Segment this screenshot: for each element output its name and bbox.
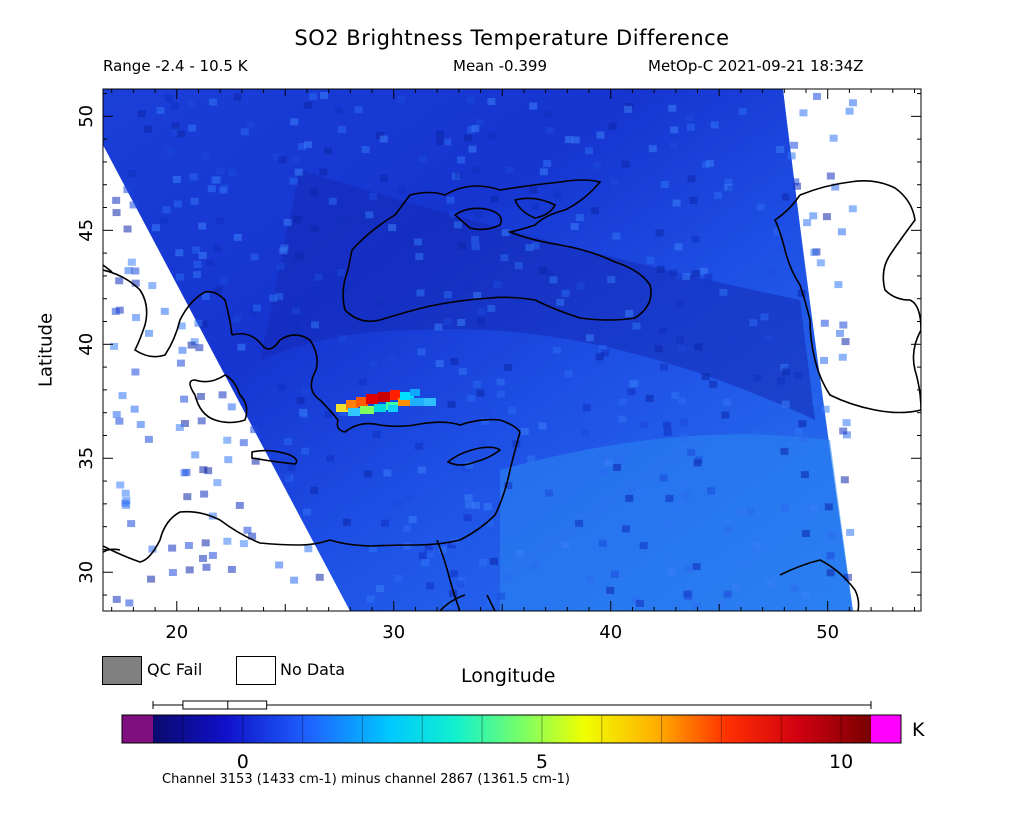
data-swath bbox=[103, 89, 857, 611]
lat-tick-label: 45 bbox=[76, 219, 97, 242]
black-sea-coast bbox=[342, 179, 652, 323]
so2-plume bbox=[336, 389, 436, 416]
axis-ticks bbox=[103, 89, 921, 611]
swath-pixels bbox=[110, 92, 857, 610]
colorbar-gradient bbox=[153, 715, 871, 743]
greece bbox=[103, 269, 248, 424]
colorbar bbox=[121, 714, 902, 744]
turkey-south-coast bbox=[329, 431, 521, 547]
italy-tip bbox=[103, 264, 121, 553]
channel-caption: Channel 3153 (1433 cm-1) minus channel 2… bbox=[162, 772, 570, 787]
no-data-label: No Data bbox=[280, 660, 346, 679]
chart-title: SO2 Brightness Temperature Difference bbox=[294, 26, 730, 50]
azov-sea bbox=[513, 197, 557, 219]
colorbar-boxplot bbox=[152, 700, 872, 710]
lon-tick-label: 40 bbox=[599, 622, 622, 643]
nile bbox=[436, 539, 461, 611]
lon-tick-label: 20 bbox=[165, 622, 188, 643]
colorbar-tick-label: 10 bbox=[828, 751, 854, 773]
swath-light-south bbox=[500, 434, 853, 611]
qc-fail-label: QC Fail bbox=[147, 660, 203, 679]
lon-tick-label: 30 bbox=[382, 622, 405, 643]
colorbar-unit: K bbox=[912, 719, 925, 741]
lat-tick-label: 35 bbox=[76, 447, 97, 470]
colorbar-tick-marks bbox=[182, 715, 842, 743]
x-axis-label: Longitude bbox=[461, 665, 556, 687]
crimea bbox=[453, 207, 503, 231]
no-data-swatch bbox=[236, 656, 276, 685]
y-axis-label: Latitude bbox=[35, 312, 57, 388]
coastlines bbox=[103, 179, 921, 611]
persian-gulf bbox=[779, 559, 860, 611]
map-frame bbox=[102, 88, 922, 612]
red-sea-west bbox=[486, 594, 496, 611]
lon-tick-label: 50 bbox=[816, 622, 839, 643]
colorbar-overflow bbox=[871, 715, 901, 743]
swath-dark-band bbox=[260, 170, 815, 420]
lat-tick-label: 30 bbox=[76, 561, 97, 584]
lat-tick-label: 50 bbox=[76, 105, 97, 128]
egypt-coast bbox=[103, 510, 331, 563]
cyprus bbox=[446, 446, 502, 466]
colorbar-tick-label: 5 bbox=[535, 751, 548, 773]
mean-text: Mean -0.399 bbox=[453, 57, 547, 75]
satellite-time-text: MetOp-C 2021-09-21 18:34Z bbox=[648, 57, 864, 75]
qc-fail-swatch bbox=[102, 656, 142, 685]
crete bbox=[251, 449, 298, 465]
colorbar-tick-label: 0 bbox=[236, 751, 249, 773]
range-text: Range -2.4 - 10.5 K bbox=[103, 57, 248, 75]
aegean-coast bbox=[231, 332, 521, 433]
arabia-coast bbox=[439, 594, 466, 611]
lat-tick-label: 40 bbox=[76, 333, 97, 356]
axis-tick-labels: 20 30 40 50 30 35 40 45 50 bbox=[76, 105, 839, 643]
colorbar-underflow bbox=[122, 715, 153, 743]
